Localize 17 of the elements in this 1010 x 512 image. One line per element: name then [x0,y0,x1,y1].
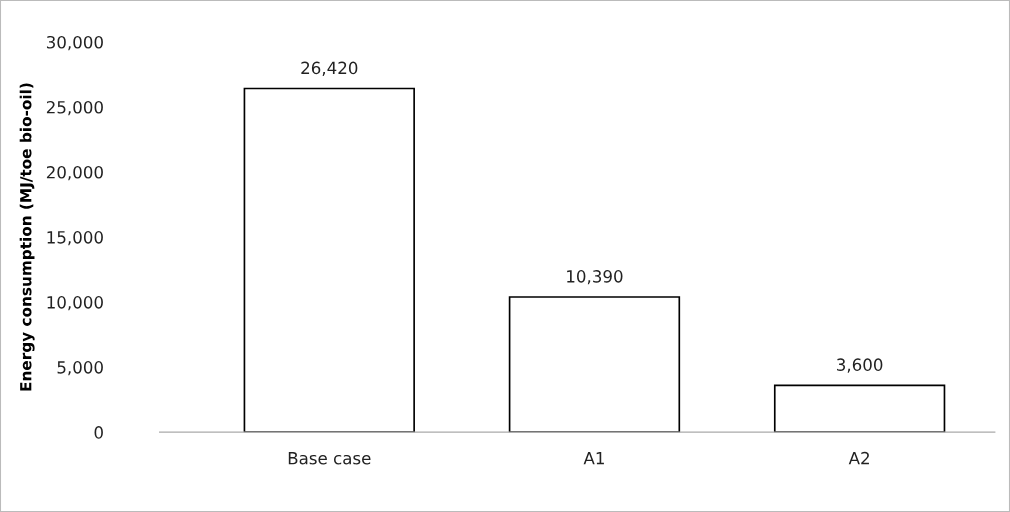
x-tick-label: A2 [848,451,869,465]
data-label: 10,390 [567,270,623,285]
bar [773,384,946,433]
y-tick-label: 20,000 [46,165,103,181]
y-tick-label: 25,000 [46,100,103,116]
y-tick-label: 15,000 [47,231,103,246]
x-tick-label: Base case [288,452,371,465]
bar [243,87,415,433]
y-tick-label: 5,000 [57,361,103,376]
x-tick-label: A1 [583,452,604,465]
y-tick-label: 30,000 [46,35,103,51]
y-axis-title: Energy consumption (MJ/toe bio-oil) [19,83,35,391]
data-label: 26,420 [301,61,358,76]
y-tick-label: 0 [94,426,103,439]
bar [508,296,681,433]
y-tick-label: 10,000 [47,296,103,311]
data-label: 3,600 [837,358,883,373]
